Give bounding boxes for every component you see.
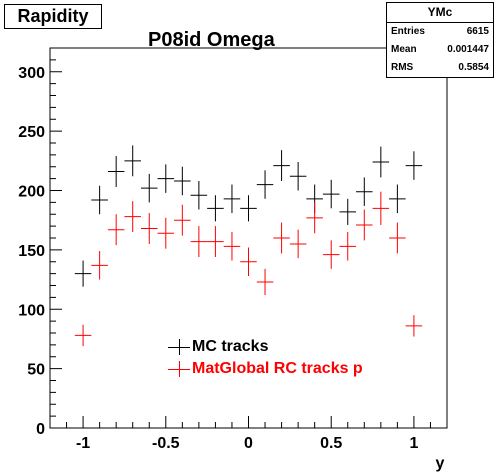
data-point: [91, 185, 108, 215]
histogram-name: Rapidity: [17, 6, 89, 26]
stats-row-mean: Mean 0.001447: [387, 41, 493, 59]
data-point: [339, 198, 357, 225]
data-point: [174, 204, 191, 236]
data-point: [207, 195, 224, 222]
data-point: [157, 217, 175, 249]
x-tick-label: 0: [244, 435, 253, 452]
data-point: [124, 201, 141, 233]
data-point: [356, 209, 373, 241]
data-point: [240, 247, 257, 276]
data-point: [107, 156, 125, 187]
data-point: [91, 251, 108, 280]
data-point: [190, 226, 208, 257]
legend-marker-black: [168, 336, 190, 358]
data-point: [240, 195, 257, 222]
data-point: [273, 150, 290, 181]
data-point: [273, 222, 290, 254]
data-point: [306, 202, 323, 234]
axis-ticks: 0 50 100 150 200 250 300 -1 -0.5 0 0.5 1: [18, 47, 448, 452]
data-point: [322, 240, 340, 269]
y-tick-label: 200: [18, 184, 45, 201]
legend-marker-red: [168, 358, 190, 380]
data-point: [140, 173, 158, 203]
x-tick-label: -0.5: [152, 435, 180, 452]
y-tick-label: 50: [27, 362, 45, 379]
data-point: [356, 177, 373, 206]
data-point: [107, 214, 125, 246]
stats-value: 0.001447: [447, 44, 489, 55]
data-point: [372, 146, 390, 178]
stats-label: Entries: [391, 26, 425, 37]
x-tick-label: -1: [76, 435, 90, 452]
data-point: [405, 315, 423, 337]
data-point: [389, 184, 406, 214]
histogram-name-box: Rapidity: [4, 4, 102, 29]
stats-row-entries: Entries 6615: [387, 23, 493, 41]
stats-name: YMc: [387, 3, 493, 23]
y-tick-label: 150: [18, 243, 45, 260]
x-axis-label: y: [436, 455, 445, 472]
y-tick-label: 300: [18, 65, 45, 82]
legend: MC tracks MatGlobal RC tracks p: [168, 336, 363, 380]
data-point: [190, 181, 208, 210]
data-point: [223, 232, 241, 261]
stats-value: 6615: [466, 26, 489, 37]
data-point: [207, 226, 224, 257]
data-point: [223, 184, 241, 214]
y-tick-label: 100: [18, 302, 45, 319]
legend-entry-mc: MC tracks: [168, 336, 363, 358]
x-tick-label: 1: [409, 435, 418, 452]
data-point: [322, 179, 340, 209]
data-point: [74, 324, 92, 347]
data-point: [405, 151, 423, 180]
data-point: [140, 213, 158, 244]
data-point: [339, 232, 357, 261]
legend-label: MC tracks: [192, 338, 269, 355]
legend-entry-rc: MatGlobal RC tracks p: [168, 358, 363, 380]
series-rc-tracks: [74, 191, 423, 347]
data-point: [256, 170, 274, 199]
stats-value: 0.5854: [458, 62, 489, 73]
data-point: [289, 162, 307, 191]
data-points: [74, 145, 423, 347]
stats-row-rms: RMS 0.5854: [387, 59, 493, 77]
data-point: [124, 145, 141, 177]
data-point: [389, 222, 406, 254]
stats-label: RMS: [391, 62, 414, 73]
y-tick-label: 250: [18, 124, 45, 141]
x-tick-label: 0.5: [320, 435, 342, 452]
stats-label: Mean: [391, 44, 417, 55]
legend-label: MatGlobal RC tracks p: [192, 360, 363, 377]
stats-box: YMc Entries 6615 Mean 0.001447 RMS 0.585…: [386, 2, 494, 78]
chart-title: P08id Omega: [148, 29, 275, 51]
data-point: [289, 229, 307, 259]
data-point: [256, 268, 274, 295]
data-point: [157, 164, 175, 193]
data-point: [174, 166, 191, 196]
y-tick-label: 0: [36, 421, 45, 438]
data-point: [74, 260, 92, 287]
data-point: [372, 191, 390, 225]
